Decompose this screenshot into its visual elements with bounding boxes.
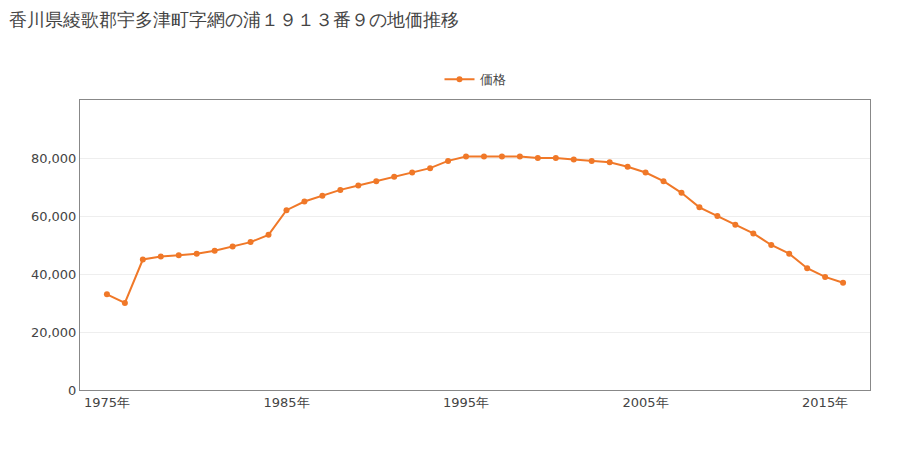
svg-text:1975年: 1975年 xyxy=(84,395,130,410)
svg-text:40,000: 40,000 xyxy=(31,267,77,282)
svg-text:価格: 価格 xyxy=(480,72,506,87)
svg-text:20,000: 20,000 xyxy=(31,325,77,340)
svg-text:80,000: 80,000 xyxy=(31,151,77,166)
svg-text:2015年: 2015年 xyxy=(802,395,848,410)
svg-text:2005年: 2005年 xyxy=(623,395,669,410)
svg-text:香川県綾歌郡宇多津町字網の浦１９１３番９の地価推移: 香川県綾歌郡宇多津町字網の浦１９１３番９の地価推移 xyxy=(9,9,459,30)
svg-text:0: 0 xyxy=(68,383,76,398)
svg-text:1995年: 1995年 xyxy=(443,395,489,410)
svg-text:60,000: 60,000 xyxy=(31,209,77,224)
svg-text:1985年: 1985年 xyxy=(263,395,309,410)
